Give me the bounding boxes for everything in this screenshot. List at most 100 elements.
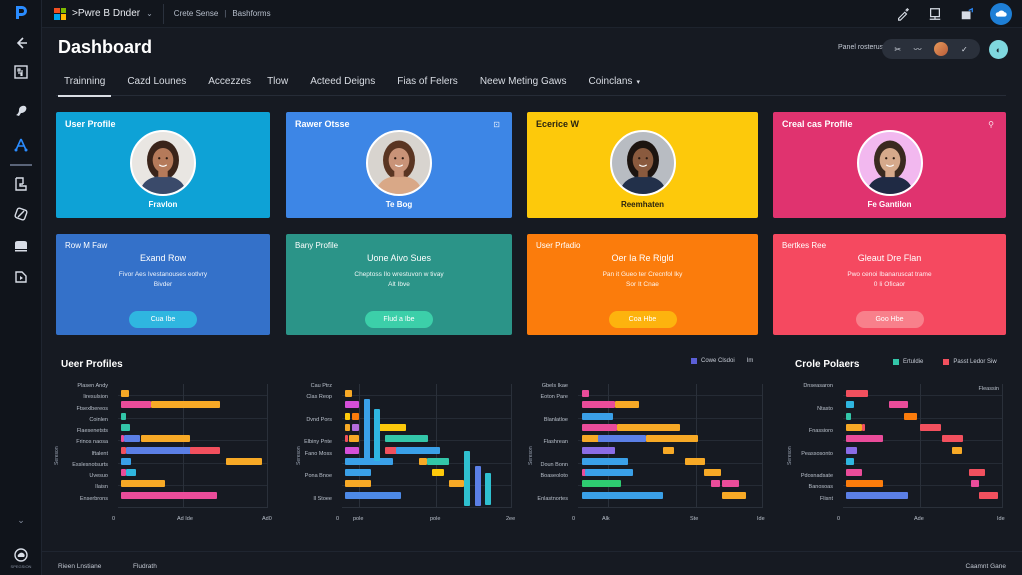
card-action-button[interactable]: Flud a Ibe: [365, 311, 433, 328]
data-bar[interactable]: [345, 413, 350, 420]
data-bar[interactable]: [969, 469, 985, 476]
data-bar[interactable]: [617, 424, 680, 431]
tab-trainning[interactable]: Trainning: [56, 68, 113, 97]
data-bar[interactable]: [126, 469, 136, 476]
tab-acteed-deigns[interactable]: Acteed Deigns: [310, 76, 376, 87]
profile-card-user-profile[interactable]: User Profile Fravlon: [56, 112, 270, 218]
profile-card-ecerice-w[interactable]: Ecerice W Reemhaten: [527, 112, 758, 218]
data-bar[interactable]: [121, 390, 129, 397]
data-bar[interactable]: [582, 492, 663, 499]
breadcrumb-item[interactable]: Crete Sense: [173, 9, 219, 18]
data-bar-vertical[interactable]: [364, 399, 370, 461]
data-bar[interactable]: [846, 424, 862, 431]
data-bar[interactable]: [598, 435, 646, 442]
data-bar[interactable]: [345, 390, 352, 397]
data-bar[interactable]: [419, 458, 427, 465]
data-bar[interactable]: [846, 469, 862, 476]
scissors-icon[interactable]: ✂: [894, 44, 902, 54]
data-bar[interactable]: [374, 424, 406, 431]
data-bar[interactable]: [979, 492, 998, 499]
app-logo-icon[interactable]: [0, 0, 42, 24]
data-bar[interactable]: [971, 480, 979, 487]
tab-accezzes[interactable]: Accezzes: [208, 76, 252, 87]
card-action-button[interactable]: Cua Ibe: [129, 311, 197, 328]
data-bar[interactable]: [846, 492, 908, 499]
data-bar[interactable]: [582, 413, 613, 420]
data-bar[interactable]: [704, 469, 721, 476]
monitor-icon[interactable]: [926, 5, 944, 23]
data-bar-vertical[interactable]: [374, 409, 380, 461]
tab-cazd-lounes[interactable]: Cazd Lounes: [127, 76, 187, 87]
data-bar[interactable]: [722, 492, 746, 499]
bird-icon[interactable]: [0, 99, 42, 123]
data-bar[interactable]: [846, 435, 883, 442]
data-bar-vertical[interactable]: [464, 451, 470, 506]
profile-card-creal-cas-profile[interactable]: Creal cas Profile ⚲ Fe Gantilon: [773, 112, 1006, 218]
footer-link[interactable]: Caamnt Gane: [965, 563, 1006, 570]
data-bar[interactable]: [226, 458, 262, 465]
data-bar[interactable]: [385, 435, 428, 442]
data-bar[interactable]: [345, 447, 359, 454]
data-bar[interactable]: [582, 469, 586, 476]
data-bar[interactable]: [582, 447, 615, 454]
tab-neew-meting-gaws[interactable]: Neew Meting Gaws: [479, 76, 567, 87]
data-bar[interactable]: [121, 401, 151, 408]
data-bar[interactable]: [345, 458, 393, 465]
card-menu-icon[interactable]: ⊡: [493, 120, 500, 129]
cloud-account-icon[interactable]: [990, 3, 1012, 25]
data-bar[interactable]: [352, 424, 359, 431]
data-bar[interactable]: [121, 413, 126, 420]
rocket-icon[interactable]: [0, 202, 42, 226]
data-bar[interactable]: [427, 458, 449, 465]
data-bar[interactable]: [396, 447, 440, 454]
data-bar[interactable]: [126, 447, 191, 454]
data-bar[interactable]: [904, 413, 917, 420]
data-bar[interactable]: [121, 492, 217, 499]
data-bar[interactable]: [920, 424, 941, 431]
tab-tlow[interactable]: Tlow: [267, 76, 289, 87]
data-bar[interactable]: [889, 401, 908, 408]
card-action-button[interactable]: Coa Hbe: [608, 311, 677, 328]
tab-coinclans[interactable]: Coinclans ▾: [588, 76, 640, 87]
app-name[interactable]: >Pwre B Dnder: [72, 8, 141, 19]
footer-link[interactable]: Rieen Lnstiane: [58, 563, 102, 570]
wave-icon[interactable]: 〰: [913, 44, 922, 54]
data-bar[interactable]: [582, 390, 589, 397]
cloud-settings-icon[interactable]: [0, 543, 42, 567]
data-bar[interactable]: [345, 401, 359, 408]
card-action-button[interactable]: Goo Hbe: [855, 311, 924, 328]
data-bar[interactable]: [349, 435, 359, 442]
data-bar[interactable]: [582, 401, 615, 408]
data-bar[interactable]: [846, 458, 854, 465]
user-avatar[interactable]: [934, 42, 949, 56]
data-bar[interactable]: [151, 401, 220, 408]
data-bar[interactable]: [663, 447, 674, 454]
data-bar[interactable]: [722, 480, 739, 487]
data-bar[interactable]: [952, 447, 962, 454]
data-bar[interactable]: [711, 480, 720, 487]
display-icon[interactable]: [0, 234, 42, 258]
data-bar[interactable]: [846, 480, 883, 487]
data-bar[interactable]: [385, 447, 397, 454]
data-bar[interactable]: [846, 413, 851, 420]
data-bar[interactable]: [345, 469, 371, 476]
data-bar[interactable]: [345, 480, 371, 487]
data-bar[interactable]: [352, 413, 359, 420]
data-bar[interactable]: [121, 480, 165, 487]
data-bar[interactable]: [121, 435, 124, 442]
card-menu-icon[interactable]: ⚲: [988, 120, 994, 129]
profile-card-rawer-otsse[interactable]: Rawer Otsse ⊡ Te Bog: [286, 112, 512, 218]
data-bar[interactable]: [846, 390, 868, 397]
data-bar[interactable]: [124, 435, 140, 442]
data-bar[interactable]: [141, 435, 190, 442]
breadcrumb-item[interactable]: Bashforms: [232, 9, 271, 18]
data-bar-vertical[interactable]: [485, 473, 491, 505]
camera-settings-icon[interactable]: ◐: [989, 40, 1008, 59]
data-bar[interactable]: [862, 424, 865, 431]
data-bar[interactable]: [190, 447, 220, 454]
data-bar[interactable]: [345, 424, 350, 431]
data-bar[interactable]: [846, 401, 854, 408]
collapse-chevron-icon[interactable]: ⌄: [17, 514, 25, 525]
filter-pill[interactable]: ✂ 〰 ✓: [882, 39, 980, 59]
data-bar[interactable]: [432, 469, 444, 476]
